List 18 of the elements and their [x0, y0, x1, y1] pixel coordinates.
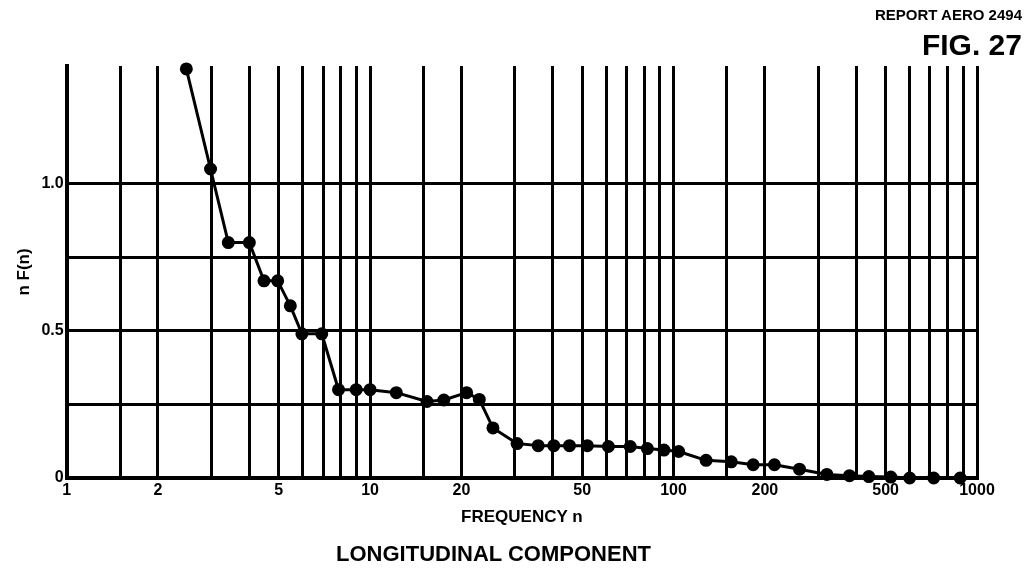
x-tick-label: 10	[361, 481, 380, 499]
y-axis-title: n F(n)	[13, 248, 33, 296]
x-tick-label: 1000	[959, 481, 995, 499]
x-tick-label: 5	[274, 481, 284, 499]
x-tick-label: 100	[660, 481, 687, 499]
y-tick-label: 1.0	[41, 174, 64, 192]
text: LONGITUDINAL COMPONENT	[336, 540, 652, 566]
x-tick-label: 2	[153, 481, 163, 499]
x-tick-label: 50	[573, 481, 592, 499]
x-tick-label: 20	[452, 481, 471, 499]
x-tick-label: 1	[62, 481, 72, 499]
x-tick-label: 200	[751, 481, 779, 499]
y-tick-label: 0	[54, 468, 64, 486]
y-tick-label: 0.5	[41, 321, 64, 339]
x-tick-label: 500	[872, 481, 900, 499]
caption: FIG. 27	[921, 28, 1022, 62]
text: REPORT AERO 2494	[875, 5, 1023, 23]
x-axis-title: FREQUENCY n	[461, 507, 583, 527]
